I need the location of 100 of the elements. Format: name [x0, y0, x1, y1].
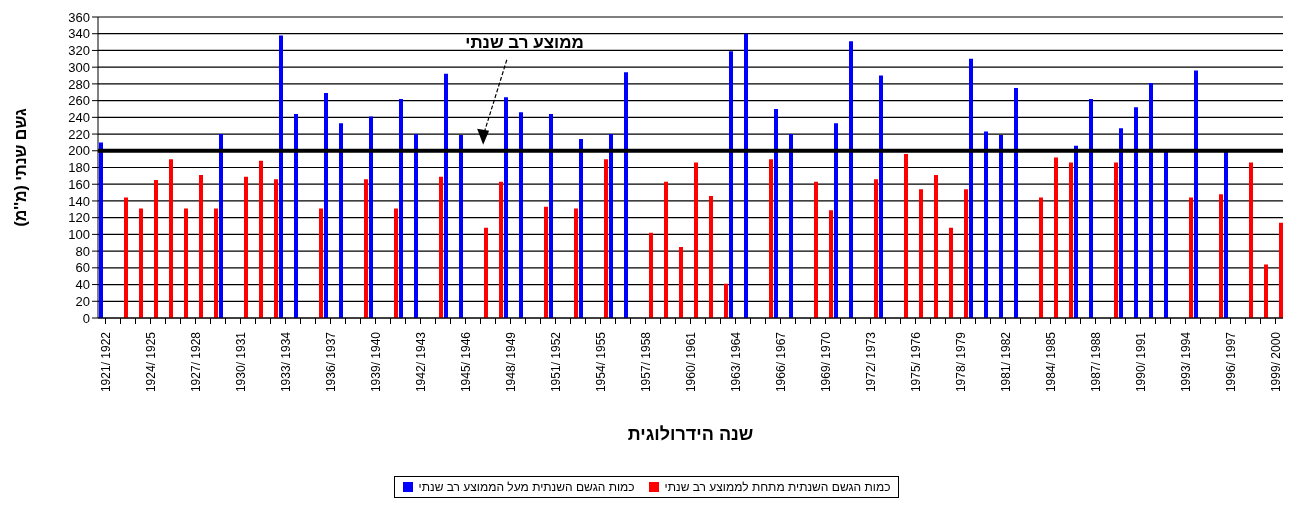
x-tick-label: 1951/ 1952 — [548, 331, 563, 393]
bar — [724, 283, 728, 318]
bar — [259, 160, 263, 318]
bar — [439, 176, 443, 318]
x-tick-label: 1942/ 1943 — [413, 331, 428, 393]
y-tick-label: 100 — [68, 227, 90, 242]
x-tick-label: 1945/ 1946 — [458, 331, 473, 393]
bar — [544, 206, 548, 318]
bar — [829, 210, 833, 318]
bar — [519, 112, 523, 318]
bar — [219, 134, 223, 318]
bar — [364, 179, 368, 318]
bar — [499, 181, 503, 318]
bar — [1279, 222, 1283, 318]
y-tick-label: 240 — [68, 109, 90, 125]
bar — [1249, 162, 1253, 318]
bar — [649, 232, 653, 318]
bar — [609, 134, 613, 318]
bar — [604, 159, 608, 318]
bar — [244, 176, 248, 318]
x-tick-label: 1981/ 1982 — [998, 331, 1013, 393]
bar — [849, 41, 853, 318]
y-tick-label: 220 — [68, 126, 90, 142]
bar — [199, 175, 203, 318]
x-tick-label: 1921/ 1922 — [98, 331, 113, 393]
bar — [214, 208, 218, 318]
bar — [1224, 151, 1228, 318]
bar — [769, 159, 773, 318]
y-axis-title: גשם שנתי (מ''מ) — [11, 108, 29, 227]
y-tick-label: 260 — [68, 93, 90, 109]
bar — [744, 33, 748, 318]
bar — [879, 75, 883, 318]
bar — [324, 93, 328, 318]
bar — [579, 139, 583, 318]
y-tick-label: 40 — [75, 277, 90, 293]
bar — [1264, 264, 1268, 318]
x-tick-label: 1933/ 1934 — [278, 331, 293, 393]
x-tick-label: 1930/ 1931 — [233, 331, 248, 393]
bar — [1089, 98, 1093, 318]
bar — [694, 162, 698, 318]
bar — [279, 35, 283, 318]
bar — [679, 246, 683, 318]
bar — [624, 72, 628, 318]
x-tick-label: 1939/ 1940 — [368, 331, 383, 393]
bar — [1114, 162, 1118, 318]
y-tick-label: 20 — [75, 293, 90, 309]
bar — [399, 98, 403, 318]
x-tick-label: 1984/ 1985 — [1043, 331, 1058, 393]
bar — [969, 58, 973, 318]
x-tick-label: 1969/ 1970 — [818, 331, 833, 393]
bar — [874, 179, 878, 318]
x-tick-label: 1927/ 1928 — [188, 331, 203, 393]
y-tick-label: 160 — [68, 176, 90, 192]
bar — [574, 208, 578, 318]
bar — [1189, 197, 1193, 318]
bar — [274, 179, 278, 318]
bar — [1054, 157, 1058, 318]
bar — [1014, 88, 1018, 318]
bar — [1219, 194, 1223, 318]
x-tick-label: 1996/ 1997 — [1223, 331, 1238, 393]
bar — [814, 181, 818, 318]
x-tick-label: 1966/ 1967 — [773, 331, 788, 393]
y-tick-label: 200 — [68, 143, 90, 159]
x-tick-label: 1924/ 1925 — [143, 331, 158, 393]
bar — [414, 134, 418, 318]
bar — [484, 227, 488, 318]
x-tick-label: 1936/ 1937 — [323, 331, 338, 393]
y-tick-label: 300 — [68, 59, 90, 75]
bar — [1069, 162, 1073, 318]
bar — [1074, 145, 1078, 318]
bar — [789, 134, 793, 318]
bar — [834, 123, 838, 318]
x-tick-label: 1975/ 1976 — [908, 331, 923, 393]
y-tick-label: 360 — [68, 9, 90, 25]
y-tick-label: 340 — [68, 26, 90, 42]
bar — [394, 208, 398, 318]
legend-label: כמות הגשם השנתית מעל הממוצע רב שנתי — [418, 480, 635, 494]
bar — [904, 154, 908, 318]
y-tick-label: 320 — [68, 43, 90, 59]
bar — [124, 197, 128, 318]
y-tick-label: 180 — [68, 160, 90, 176]
y-tick-label: 140 — [68, 193, 90, 209]
x-tick-label: 1993/ 1994 — [1178, 331, 1193, 393]
bar — [339, 123, 343, 318]
bar — [964, 189, 968, 318]
bar — [1164, 151, 1168, 318]
bar — [934, 175, 938, 318]
bar — [169, 159, 173, 318]
bar — [154, 180, 158, 318]
bar — [774, 108, 778, 318]
bar — [504, 97, 508, 318]
bar — [369, 116, 373, 318]
x-tick-label: 1948/ 1949 — [503, 331, 518, 393]
bar — [139, 208, 143, 318]
bar — [999, 134, 1003, 318]
y-tick-label: 0 — [82, 310, 90, 326]
bar — [1194, 70, 1198, 318]
x-tick-label: 1987/ 1988 — [1088, 331, 1103, 393]
bar — [319, 208, 323, 318]
x-tick-label: 1999/ 2000 — [1268, 331, 1283, 393]
